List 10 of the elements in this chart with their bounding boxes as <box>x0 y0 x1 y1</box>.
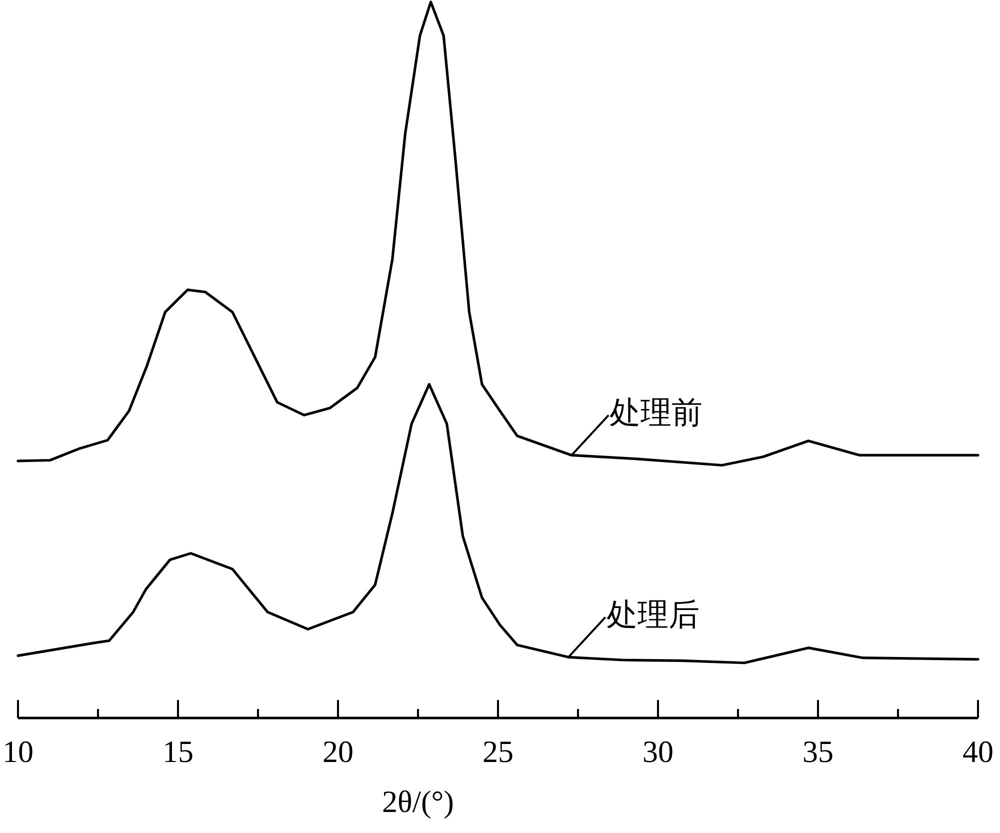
x-tick-label: 35 <box>802 734 834 769</box>
x-tick-label: 30 <box>642 734 674 769</box>
series-label: 处理前 <box>610 395 703 430</box>
series-label: 处理后 <box>606 597 700 632</box>
x-tick-label: 25 <box>482 734 514 769</box>
x-tick-label: 20 <box>322 734 354 769</box>
x-axis-title: 2θ/(°) <box>382 784 454 819</box>
x-tick-label: 40 <box>962 734 994 769</box>
x-tick-label: 15 <box>162 734 194 769</box>
x-tick-label: 10 <box>2 734 34 769</box>
